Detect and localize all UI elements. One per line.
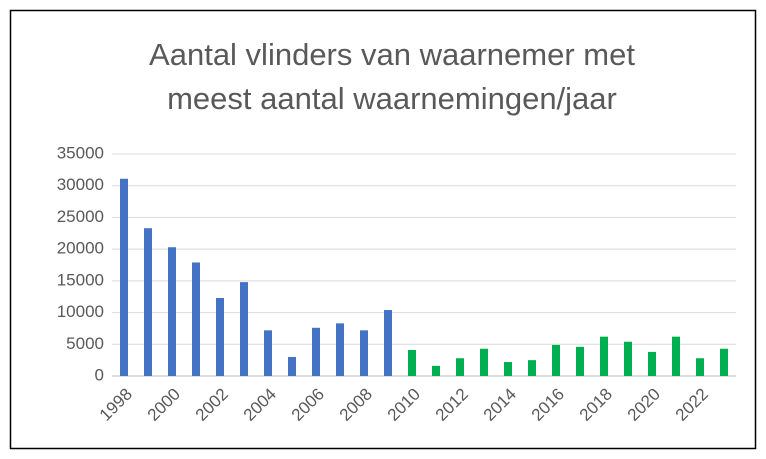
y-tick-label: 15000 (57, 270, 104, 289)
bar (648, 351, 656, 376)
y-tick-label: 5000 (66, 334, 104, 353)
bar (624, 341, 632, 376)
bar (432, 365, 440, 376)
bar (240, 282, 248, 376)
bar (192, 262, 200, 376)
chart-title: meest aantal waarnemingen/jaar (167, 81, 617, 116)
bar (696, 358, 704, 376)
bar (480, 348, 488, 376)
bar (336, 323, 344, 376)
chart-title: Aantal vlinders van waarnemer met (149, 37, 635, 72)
bar (288, 356, 296, 376)
bar (264, 330, 272, 376)
bar (144, 228, 152, 376)
y-tick-label: 25000 (57, 207, 104, 226)
bar (168, 247, 176, 376)
bar (600, 336, 608, 376)
bar (552, 344, 560, 376)
bar (576, 346, 584, 376)
y-tick-label: 0 (95, 365, 104, 384)
y-tick-label: 35000 (57, 143, 104, 162)
bar (120, 178, 128, 376)
bar (456, 358, 464, 376)
bar (360, 330, 368, 376)
bar (408, 349, 416, 376)
bar (720, 348, 728, 376)
y-tick-label: 30000 (57, 175, 104, 194)
bar (528, 360, 536, 376)
y-tick-label: 20000 (57, 239, 104, 258)
bar (672, 336, 680, 376)
bar (384, 310, 392, 376)
bar (312, 327, 320, 376)
bar (504, 362, 512, 376)
bar (216, 297, 224, 376)
y-tick-label: 10000 (57, 302, 104, 321)
